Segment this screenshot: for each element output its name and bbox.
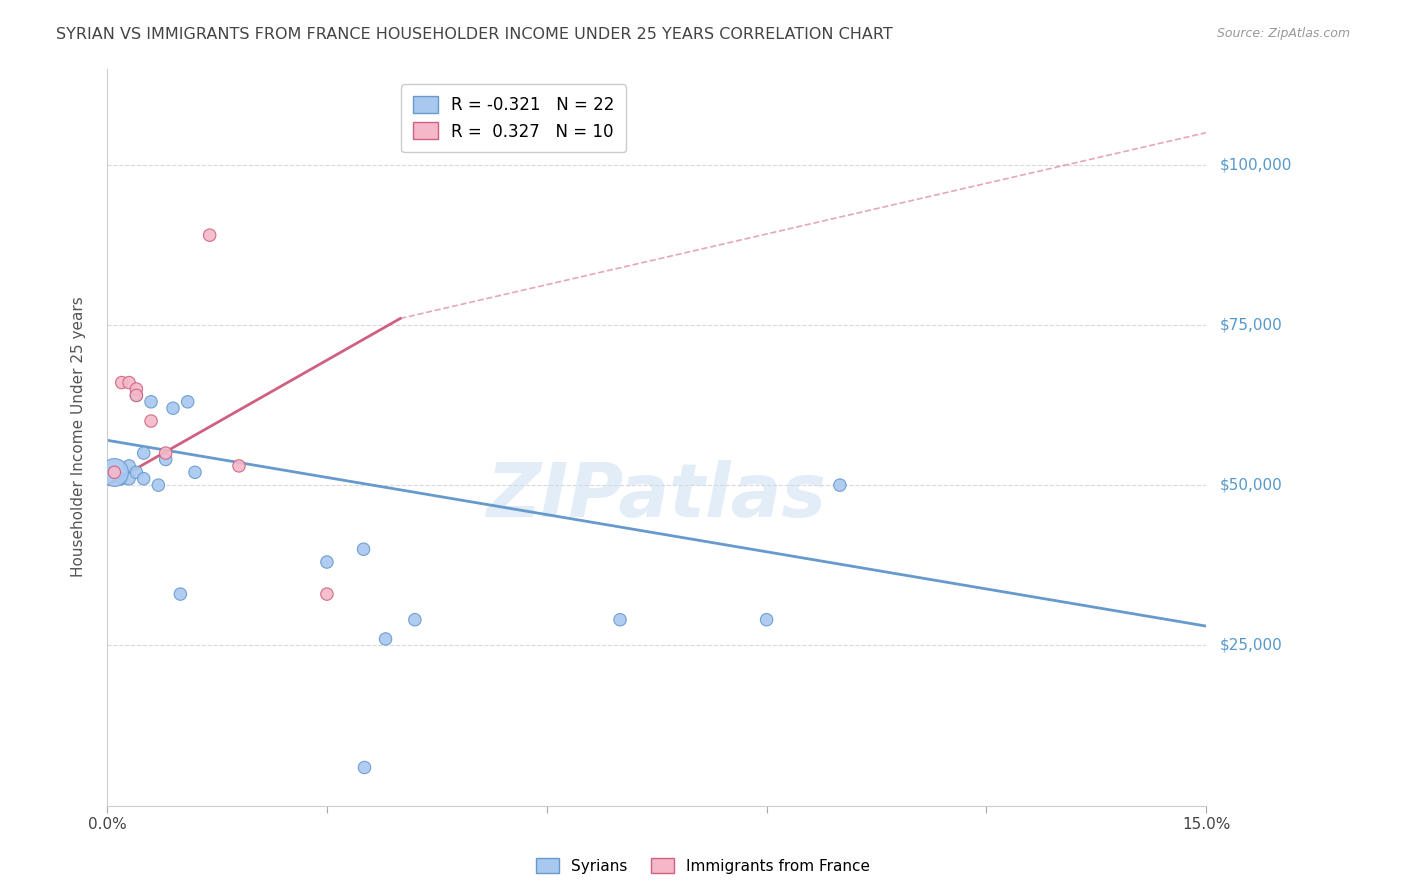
- Point: [353, 760, 375, 774]
- Point: [316, 587, 339, 601]
- Point: [162, 401, 184, 416]
- Point: [155, 452, 177, 467]
- Point: [132, 446, 155, 460]
- Point: [103, 465, 125, 479]
- Text: $25,000: $25,000: [1220, 638, 1282, 653]
- Point: [228, 458, 250, 473]
- Point: [404, 613, 426, 627]
- Point: [125, 382, 148, 396]
- Point: [184, 465, 207, 479]
- Point: [103, 465, 125, 479]
- Legend: Syrians, Immigrants from France: Syrians, Immigrants from France: [530, 852, 876, 880]
- Text: ZIPatlas: ZIPatlas: [486, 459, 827, 533]
- Point: [353, 542, 375, 557]
- Point: [132, 472, 155, 486]
- Point: [139, 414, 162, 428]
- Point: [169, 587, 191, 601]
- Point: [828, 478, 851, 492]
- Point: [316, 555, 339, 569]
- Point: [111, 376, 134, 390]
- Point: [139, 394, 162, 409]
- Point: [198, 228, 221, 243]
- Point: [755, 613, 778, 627]
- Point: [374, 632, 396, 646]
- Point: [118, 458, 141, 473]
- Point: [125, 465, 148, 479]
- Point: [148, 478, 170, 492]
- Point: [103, 465, 125, 479]
- Point: [125, 388, 148, 402]
- Legend: R = -0.321   N = 22, R =  0.327   N = 10: R = -0.321 N = 22, R = 0.327 N = 10: [401, 84, 626, 153]
- Text: Source: ZipAtlas.com: Source: ZipAtlas.com: [1216, 27, 1350, 40]
- Text: SYRIAN VS IMMIGRANTS FROM FRANCE HOUSEHOLDER INCOME UNDER 25 YEARS CORRELATION C: SYRIAN VS IMMIGRANTS FROM FRANCE HOUSEHO…: [56, 27, 893, 42]
- Point: [118, 376, 141, 390]
- Text: $50,000: $50,000: [1220, 477, 1282, 492]
- Point: [176, 394, 198, 409]
- Y-axis label: Householder Income Under 25 years: Householder Income Under 25 years: [72, 297, 86, 577]
- Point: [118, 472, 141, 486]
- Point: [111, 472, 134, 486]
- Point: [609, 613, 631, 627]
- Point: [155, 446, 177, 460]
- Text: $75,000: $75,000: [1220, 318, 1282, 333]
- Point: [125, 388, 148, 402]
- Text: $100,000: $100,000: [1220, 157, 1292, 172]
